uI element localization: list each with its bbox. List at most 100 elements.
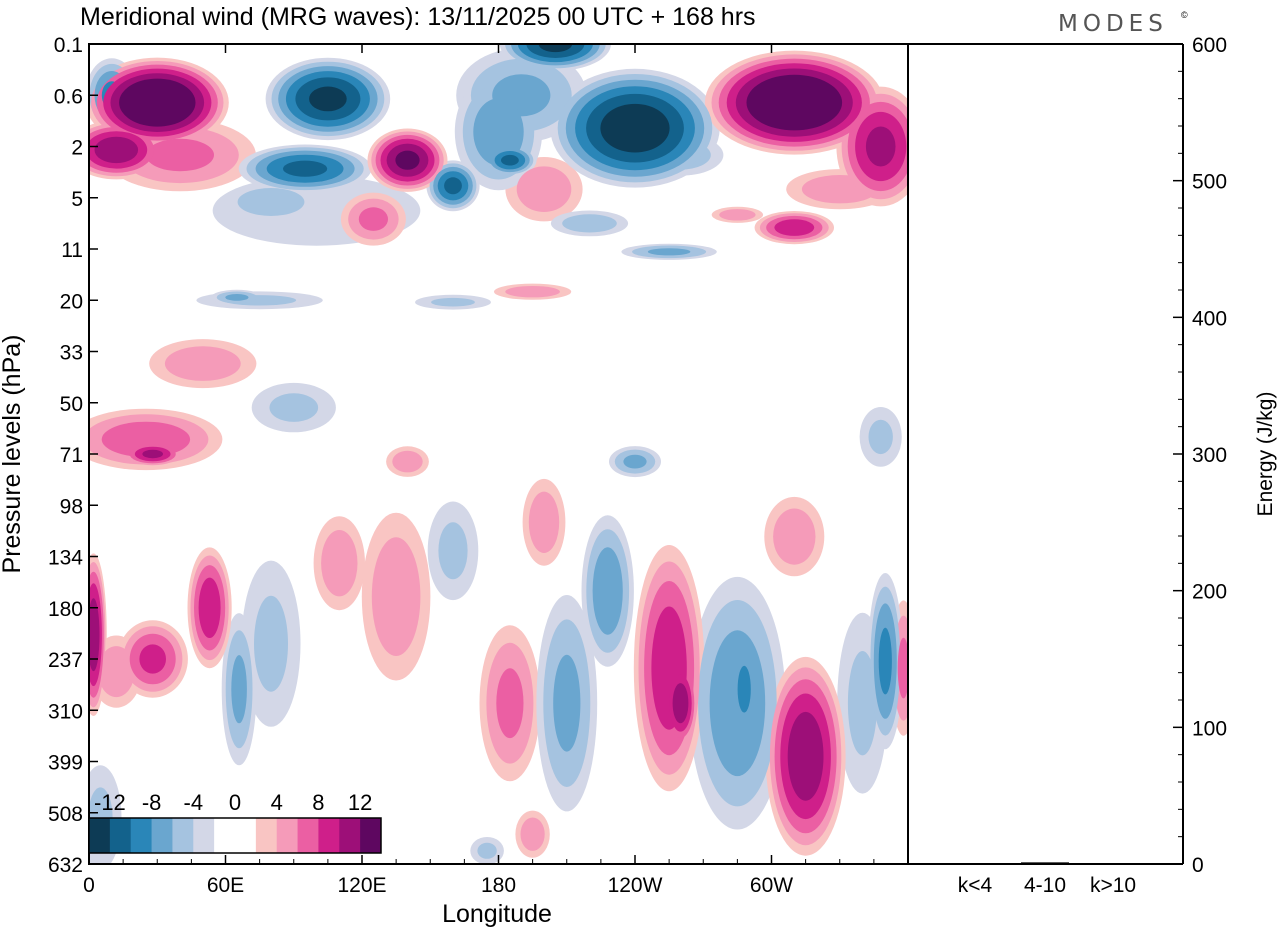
y-tick-label: 134 [48,547,83,570]
contour-region [520,817,545,851]
heatmap-panel [88,43,909,865]
colorbar-label: 12 [348,790,372,815]
energy-bar [1089,863,1137,864]
contour-region [787,711,824,801]
colorbar-swatch [255,818,278,853]
contour-region [444,177,462,195]
contour-region [719,209,756,221]
contour-region [672,683,689,724]
y-tick-label: 632 [48,854,83,877]
contour-region [737,665,751,713]
y-tick-label: 33 [60,342,83,365]
y-tick-label: 0.6 [54,85,83,108]
contour-region [516,166,572,212]
y2-tick-label: 400 [1192,307,1227,330]
colorbar-swatch [235,818,257,853]
y2-tick-label: 200 [1192,581,1227,604]
y-axis-energy: 0 100 200 300 400 500 600 [1173,34,1227,877]
contour-region [553,654,581,752]
contour-region [528,491,560,553]
x-tick-label: 60E [207,874,244,897]
contour-region [283,160,328,177]
colorbar-legend: -12 -8 -4 0 4 8 12 [88,790,382,854]
energy-bars [951,862,1137,864]
y-tick-label: 180 [48,598,83,621]
contour-region [438,522,468,580]
energy-category-label: k>10 [1090,874,1136,897]
contour-region [496,668,524,739]
colorbar-swatch [151,818,173,853]
contour-region [773,508,816,565]
colorbar-label: -12 [94,790,126,815]
y-tick-label: 2 [71,137,83,160]
colorbar-label: 8 [312,790,324,815]
contour-region [321,530,358,597]
contour-region [146,138,214,172]
colorbar-swatch [193,818,215,853]
energy-category-axis: k<4 4-10 k>10 [958,874,1136,897]
y-tick-label: 310 [48,700,83,723]
colorbar-swatch [214,818,236,853]
contour-region [431,297,475,307]
contour-region [897,637,908,699]
contour-region [371,537,421,656]
contour-region [237,188,305,216]
modes-logo: MODES [1058,11,1168,37]
contour-region [225,294,249,301]
energy-category-label: k<4 [958,874,993,897]
contour-region [358,207,388,231]
x-axis: 0 60E 120E 180 120W 60W [83,44,875,897]
contour-region [309,86,347,112]
contour-region [647,248,691,256]
x-tick-label: 0 [83,874,95,897]
contour-region [868,419,893,455]
y2-tick-label: 600 [1192,34,1227,57]
y-axis-pressure: 0.1 0.6 2 5 11 20 33 50 71 98 134 180 237 310 399 508 63… [48,34,98,877]
colorbar-swatch [130,818,153,853]
contour-region [600,103,670,153]
contour-region [774,219,815,236]
contour-region [94,136,139,164]
x-tick-label: 60W [750,874,793,897]
colorbar-swatch [318,818,340,853]
y-tick-label: 71 [60,444,83,467]
contour-region [198,577,221,638]
colorbar-frame [88,817,382,854]
contour-region [142,449,163,459]
colorbar-label: -4 [184,790,204,815]
energy-bar [951,863,999,864]
contour-region [231,655,247,724]
x-tick-label: 180 [481,874,516,897]
contour-region [878,627,892,695]
y-tick-label: 11 [61,239,83,262]
y2-tick-label: 500 [1192,171,1227,194]
contour-region [623,454,647,469]
x-tick-label: 120W [608,874,663,897]
contour-region [865,126,896,167]
contour-region [119,78,196,127]
y2-tick-label: 100 [1192,717,1227,740]
colorbar-label: 4 [271,790,283,815]
chart-title: Meridional wind (MRG waves): 13/11/2025 … [80,3,756,31]
contour-region [477,842,497,859]
contour-region [592,547,623,635]
contour-region [562,214,617,233]
y-tick-label: 98 [60,495,83,518]
y-tick-label: 5 [71,188,83,211]
colorbar-swatch [89,818,111,853]
contour-region [89,598,100,672]
y-axis-label: Pressure levels (hPa) [0,335,26,574]
contour-region [501,154,519,166]
colorbar-swatch [172,818,194,853]
contour-field [89,44,908,864]
colorbar-swatch [109,818,132,853]
x-tick-label: 120E [337,874,386,897]
y-tick-label: 20 [60,290,83,313]
y-tick-label: 0.1 [54,34,83,57]
colorbar-label: 0 [229,790,241,815]
colorbar-label: -8 [142,790,162,815]
contour-region [254,595,288,692]
contour-region [746,74,843,131]
energy-panel [907,43,1184,865]
